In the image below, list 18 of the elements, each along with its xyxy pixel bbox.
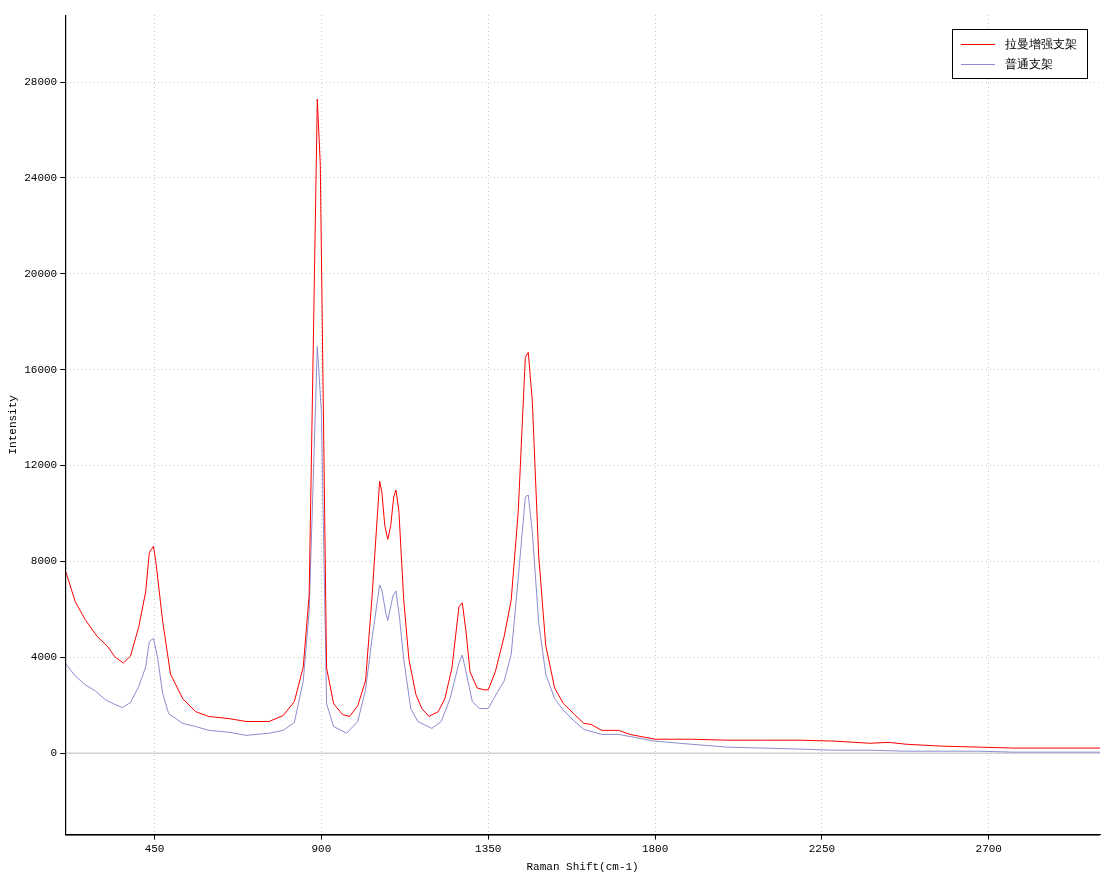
y-tick-label: 16000 (24, 363, 58, 376)
y-tick-label: 12000 (24, 459, 58, 472)
y-tick-label: 28000 (24, 76, 58, 89)
x-tick-label: 450 (144, 843, 165, 856)
legend-label: 拉曼增强支架 (1005, 35, 1077, 53)
x-tick-label: 2250 (808, 843, 836, 856)
x-tick-label: 900 (311, 843, 332, 856)
x-axis-title: Raman Shift(cm-1) (526, 861, 639, 874)
x-tick-label: 1800 (641, 843, 669, 856)
y-tick-label: 4000 (30, 651, 58, 664)
legend-label: 普通支架 (1005, 55, 1053, 73)
x-tick-label: 1350 (475, 843, 502, 856)
x-tick-label: 2700 (975, 843, 1002, 856)
y-tick-label: 24000 (24, 171, 58, 184)
y-tick-label: 8000 (30, 555, 58, 568)
y-tick-label: 20000 (24, 267, 58, 280)
y-axis-title: Intensity (6, 394, 19, 455)
y-tick-label: 0 (50, 747, 58, 760)
